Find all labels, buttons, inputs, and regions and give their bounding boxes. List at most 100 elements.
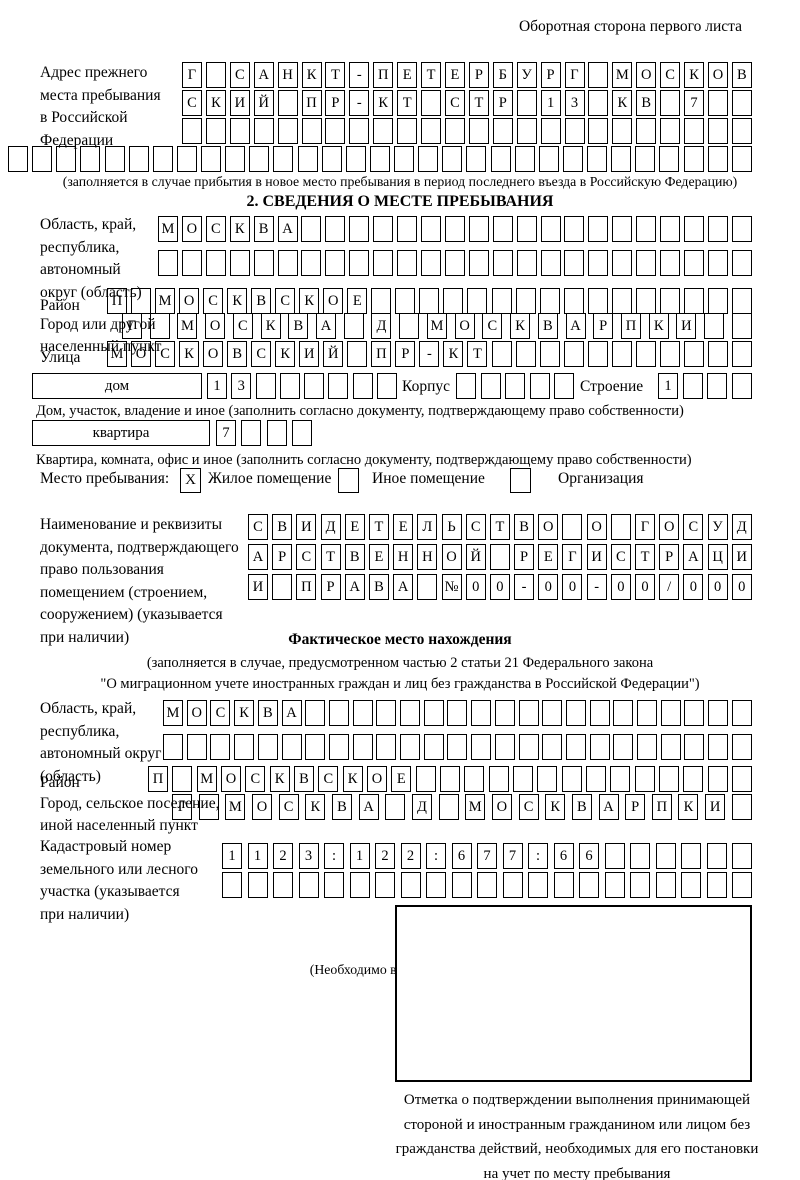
char-cell [325,216,346,242]
char-cell [707,373,728,399]
char-cell [349,250,370,276]
char-cell [613,700,634,726]
char-cell [565,700,586,726]
char-cell [182,118,202,144]
char-cell [301,216,322,242]
char-cell [443,288,464,314]
char-cell: Г [562,544,583,570]
char-cell [516,118,537,144]
char-cell [325,118,346,144]
char-cell: И [586,544,607,570]
char-cell: В [251,288,272,314]
prev-address-row-3 [182,118,752,144]
char-cell [444,118,465,144]
char-cell: О [186,700,207,726]
actual-region-row-2 [163,734,752,760]
char-cell: С [660,62,681,88]
char-cell [229,118,250,144]
char-cell [554,373,574,399]
char-cell: 0 [562,574,583,600]
char-cell: М [196,766,217,792]
document-label: Наименование и реквизиты документа, подт… [40,516,239,646]
char-cell: 3 [298,843,319,869]
char-cell [376,373,397,399]
house-type-box: дом [32,373,202,399]
char-cell [395,288,416,314]
char-cell [707,90,728,116]
char-cell: Г [564,62,585,88]
char-cell: Й [253,90,274,116]
char-cell [277,250,298,276]
char-cell [205,250,226,276]
char-cell [564,250,585,276]
region-row-2 [158,250,752,276]
char-cell [537,766,558,792]
char-cell: У [516,62,537,88]
char-cell: - [514,574,535,600]
char-cell [297,146,318,172]
char-cell: А [344,574,365,600]
char-cell: Е [391,766,412,792]
char-cell [371,288,392,314]
char-cell: Т [320,544,341,570]
char-cell: К [612,90,633,116]
char-cell: Т [421,62,442,88]
char-cell: Т [467,341,488,367]
char-cell: Г [182,62,202,88]
char-cell [352,373,373,399]
char-cell [538,146,559,172]
char-cell [210,734,231,760]
char-cell [731,794,752,820]
char-cell [563,288,584,314]
char-cell [588,250,609,276]
char-cell: П [371,341,392,367]
char-cell: Д [411,794,432,820]
char-cell: М [107,341,127,367]
char-cell [542,734,563,760]
char-cell: Е [393,514,414,540]
char-cell: А [253,62,274,88]
char-cell: О [203,341,224,367]
char-cell: В [571,794,592,820]
char-cell: С [210,700,231,726]
char-cell [659,146,680,172]
char-cell [305,734,326,760]
char-cell [420,216,441,242]
char-cell: : [426,843,446,869]
char-cell: Т [468,90,489,116]
char-cell: О [454,313,475,339]
char-cell: / [659,574,680,600]
char-cell [518,734,539,760]
char-cell: 3 [231,373,252,399]
char-cell [375,872,395,898]
char-cell: А [316,313,337,339]
char-cell [611,341,632,367]
char-cell: 1 [247,843,268,869]
char-cell: П [107,288,127,314]
char-cell [186,734,207,760]
checkbox-other-premises-label: Иное помещение [372,470,485,487]
char-cell [253,118,274,144]
char-cell: П [296,574,317,600]
char-cell: Е [397,62,418,88]
char-cell [477,872,497,898]
char-cell: Г [635,514,655,540]
char-cell: Л [417,514,438,540]
char-cell [492,216,513,242]
char-cell [426,872,446,898]
char-cell [612,216,633,242]
char-cell: О [707,62,728,88]
char-cell [707,216,728,242]
char-cell: О [586,514,607,540]
char-cell [205,118,226,144]
char-cell: 7 [477,843,497,869]
street-label: Улица [40,349,81,366]
char-cell [731,700,752,726]
char-cell: Т [635,544,655,570]
char-cell: Р [468,62,489,88]
char-cell [704,313,725,339]
char-cell: В [344,544,365,570]
korpus-row [456,373,574,399]
